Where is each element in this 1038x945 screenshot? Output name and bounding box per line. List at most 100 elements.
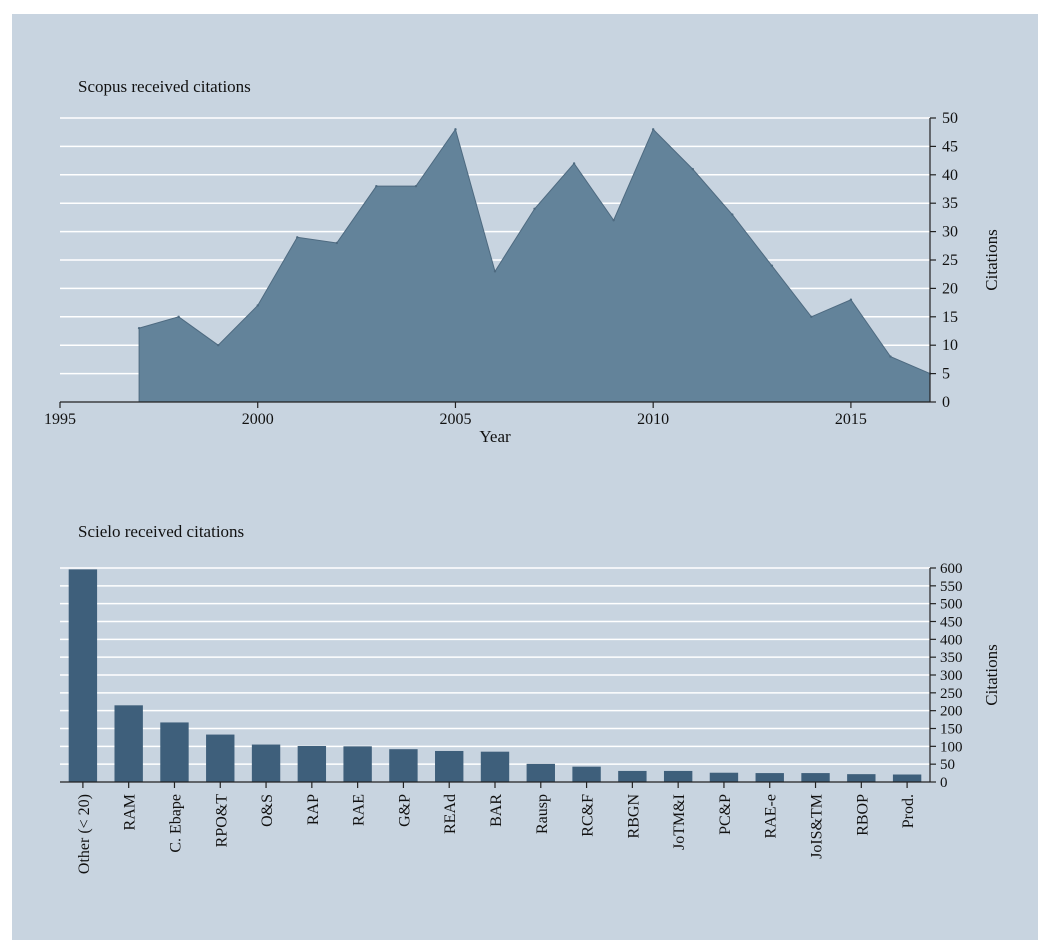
area-point-1998 xyxy=(177,315,180,318)
area-y-tick-label-0: 0 xyxy=(942,394,950,411)
bar-y-tick-label-550: 550 xyxy=(940,579,963,595)
area-x-tick-label-2010: 2010 xyxy=(637,411,669,428)
bar-category-label-2: C. Ebape xyxy=(167,794,184,853)
bar-15 xyxy=(755,773,784,782)
area-y-tick-label-15: 15 xyxy=(942,309,958,326)
citations-charts: Scopus received citations 1995 2000 2005 20… xyxy=(44,77,1001,874)
bar-10 xyxy=(526,763,555,782)
bar-category-label-14: PC&P xyxy=(717,794,734,835)
bar-category-label-12: RBGN xyxy=(625,794,642,839)
area-chart-series xyxy=(137,128,932,403)
bar-y-tick-label-0: 0 xyxy=(940,775,948,791)
bar-category-label-6: RAE xyxy=(351,794,368,826)
area-point-2009 xyxy=(612,219,615,222)
bar-3 xyxy=(206,734,235,782)
area-x-tick-label-1995: 1995 xyxy=(44,411,76,428)
area-point-2002 xyxy=(335,241,339,245)
bar-16 xyxy=(801,773,830,782)
citations-area xyxy=(138,128,931,403)
bar-6 xyxy=(343,746,372,782)
area-y-tick-label-25: 25 xyxy=(942,252,958,269)
area-x-tick-label-2005: 2005 xyxy=(439,411,471,428)
bar-category-label-7: G&P xyxy=(396,794,413,827)
bar-category-label-5: RAP xyxy=(305,794,322,825)
bar-category-label-15: RAE-e xyxy=(763,794,780,838)
bar-category-label-9: BAR xyxy=(488,794,505,827)
bar-chart-gridlines xyxy=(60,567,930,765)
bar-7 xyxy=(389,749,418,782)
bar-y-tick-label-50: 50 xyxy=(940,757,955,773)
area-point-2007 xyxy=(533,207,536,211)
area-y-tick-label-40: 40 xyxy=(942,167,958,184)
bar-category-label-11: RC&F xyxy=(580,794,597,837)
area-point-2006 xyxy=(493,270,497,273)
bar-0 xyxy=(68,569,98,782)
bar-y-tick-label-450: 450 xyxy=(940,615,963,631)
area-point-2016 xyxy=(889,355,892,358)
bar-category-label-1: RAM xyxy=(122,794,139,830)
area-chart-axes: 1995 2000 2005 2010 2015 0 5 10 15 20 25 30 35 40 45 50 xyxy=(44,110,958,428)
bar-y-tick-label-500: 500 xyxy=(940,597,963,613)
bar-14 xyxy=(709,772,739,782)
bar-category-label-3: RPO&T xyxy=(213,794,230,848)
bar-12 xyxy=(618,770,647,782)
bar-2 xyxy=(160,722,189,782)
area-y-tick-label-50: 50 xyxy=(942,110,958,127)
area-chart-title: Scopus received citations xyxy=(78,77,251,96)
bar-category-label-16: JoIS&TM xyxy=(809,794,826,859)
scopus-area-chart: Scopus received citations 1995 2000 2005 20… xyxy=(44,77,1001,446)
area-point-2011 xyxy=(691,167,694,171)
bar-8 xyxy=(435,750,464,782)
bar-y-tick-label-200: 200 xyxy=(940,704,963,720)
area-y-tick-label-20: 20 xyxy=(942,280,958,297)
area-point-2000 xyxy=(256,304,259,307)
area-point-2001 xyxy=(296,236,299,239)
bar-category-label-10: Rausp xyxy=(534,794,551,834)
area-point-1997 xyxy=(137,326,141,330)
bar-y-tick-label-100: 100 xyxy=(940,739,963,755)
area-y-tick-label-45: 45 xyxy=(942,138,958,155)
bar-13 xyxy=(663,770,693,782)
bar-category-label-0: Other (< 20) xyxy=(76,794,93,874)
area-point-2014 xyxy=(810,315,813,318)
area-point-2005 xyxy=(454,128,457,131)
area-point-2003 xyxy=(375,184,378,188)
area-point-2010 xyxy=(651,128,655,131)
bar-category-label-18: Prod. xyxy=(900,794,917,828)
bar-y-tick-label-250: 250 xyxy=(940,686,963,702)
bar-18 xyxy=(892,774,922,782)
bar-category-label-4: O&S xyxy=(259,794,276,827)
bar-chart-y-axis-label: Citations xyxy=(982,644,1001,705)
area-point-1999 xyxy=(216,344,220,347)
bar-17 xyxy=(847,774,876,782)
bar-4 xyxy=(251,744,281,782)
bar-y-tick-label-400: 400 xyxy=(940,632,963,648)
bar-chart-bars xyxy=(68,569,922,782)
bar-y-tick-label-600: 600 xyxy=(940,561,963,577)
area-point-2012 xyxy=(731,213,734,216)
figure-panel: Scopus received citations 1995 2000 2005 20… xyxy=(12,14,1038,940)
area-y-tick-label-35: 35 xyxy=(942,195,958,212)
bar-y-tick-label-300: 300 xyxy=(940,668,963,684)
area-x-tick-label-2000: 2000 xyxy=(242,411,274,428)
bar-y-tick-label-350: 350 xyxy=(940,650,963,666)
area-x-tick-label-2015: 2015 xyxy=(835,411,867,428)
bar-5 xyxy=(297,745,327,782)
bar-y-tick-label-150: 150 xyxy=(940,722,963,738)
bar-chart-title: Scielo received citations xyxy=(78,522,244,541)
bar-9 xyxy=(480,751,510,782)
bar-category-label-13: JoTM&I xyxy=(671,794,688,850)
bar-1 xyxy=(114,705,143,782)
bar-11 xyxy=(572,766,601,782)
scielo-bar-chart: Scielo received citations Other (< 20) RA… xyxy=(60,522,1001,874)
bar-chart-axes: Other (< 20) RAM C. Ebape RPO&T O&S RAP RAE G&P… xyxy=(60,561,963,874)
bar-category-label-8: REAd xyxy=(442,794,459,834)
bar-category-label-17: RBOP xyxy=(854,794,871,836)
area-point-2008 xyxy=(572,162,576,165)
area-y-tick-label-30: 30 xyxy=(942,224,958,241)
area-y-tick-label-5: 5 xyxy=(942,366,950,383)
area-chart-x-axis-label: Year xyxy=(479,427,511,446)
area-point-2004 xyxy=(414,184,418,188)
area-point-2013 xyxy=(770,264,774,267)
area-y-tick-label-10: 10 xyxy=(942,337,958,354)
